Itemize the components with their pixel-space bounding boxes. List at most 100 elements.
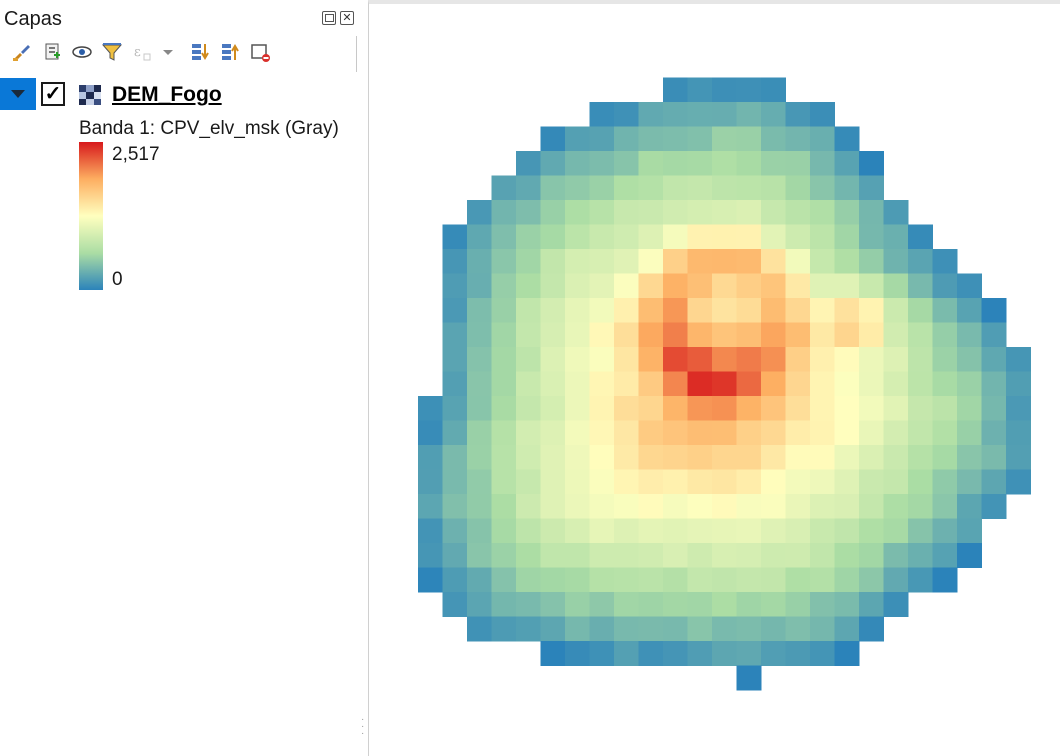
raster-cell bbox=[418, 420, 443, 446]
raster-cell bbox=[614, 347, 639, 372]
raster-cell bbox=[712, 102, 737, 127]
raster-cell bbox=[834, 518, 860, 544]
remove-layer-icon[interactable] bbox=[248, 40, 272, 64]
raster-cell bbox=[932, 494, 958, 519]
raster-cell bbox=[614, 396, 639, 421]
raster-cell bbox=[467, 592, 492, 617]
expand-toggle[interactable] bbox=[0, 78, 36, 110]
raster-cell bbox=[638, 592, 664, 617]
expand-all-icon[interactable] bbox=[188, 40, 212, 64]
raster-cell bbox=[1006, 445, 1031, 470]
map-canvas[interactable] bbox=[368, 0, 1060, 756]
raster-cell bbox=[491, 420, 517, 446]
raster-cell bbox=[467, 567, 492, 593]
raster-cell bbox=[712, 543, 737, 568]
raster-cell bbox=[761, 445, 786, 470]
raster-cell bbox=[834, 273, 860, 299]
raster-cell bbox=[687, 543, 713, 568]
raster-cell bbox=[589, 494, 615, 519]
raster-cell bbox=[614, 494, 639, 519]
raster-cell bbox=[687, 77, 713, 103]
raster-cell bbox=[712, 77, 737, 103]
raster-cell bbox=[761, 592, 786, 617]
raster-cell bbox=[467, 224, 492, 250]
layer-name[interactable]: DEM_Fogo bbox=[112, 83, 222, 106]
map-themes-eye-icon[interactable] bbox=[70, 40, 94, 64]
raster-cell bbox=[663, 518, 688, 544]
raster-cell bbox=[834, 641, 860, 666]
raster-cell bbox=[712, 518, 737, 544]
style-manager-icon[interactable] bbox=[10, 40, 34, 64]
raster-cell bbox=[761, 371, 786, 397]
collapse-all-icon[interactable] bbox=[218, 40, 242, 64]
raster-cell bbox=[883, 200, 909, 225]
raster-cell bbox=[761, 151, 786, 176]
raster-cell bbox=[736, 396, 762, 421]
raster-cell bbox=[785, 641, 811, 666]
raster-cell bbox=[785, 567, 811, 593]
raster-cell bbox=[761, 224, 786, 250]
filter-legend-icon[interactable] bbox=[100, 40, 124, 64]
raster-cell bbox=[442, 518, 468, 544]
raster-cell bbox=[761, 494, 786, 519]
raster-cell bbox=[589, 347, 615, 372]
raster-cell bbox=[1006, 371, 1031, 397]
raster-cell bbox=[712, 494, 737, 519]
raster-cell bbox=[442, 396, 468, 421]
raster-cell bbox=[883, 249, 909, 274]
raster-cell bbox=[908, 469, 933, 495]
raster-cell bbox=[785, 469, 811, 495]
layer-tree: ✓ DEM_Fogo Banda 1: CPV_elv_msk (Gray) bbox=[0, 72, 357, 756]
raster-cell bbox=[883, 469, 909, 495]
layer-visibility-checkbox[interactable]: ✓ bbox=[41, 82, 65, 106]
raster-cell bbox=[883, 396, 909, 421]
float-icon[interactable] bbox=[322, 11, 336, 25]
raster-cell bbox=[687, 249, 713, 274]
raster-cell bbox=[442, 273, 468, 299]
raster-cell bbox=[1006, 469, 1031, 495]
raster-cell bbox=[565, 200, 590, 225]
raster-cell bbox=[442, 494, 468, 519]
raster-cell bbox=[589, 445, 615, 470]
raster-cell bbox=[785, 249, 811, 274]
raster-cell bbox=[663, 126, 688, 152]
dropdown-arrow-icon[interactable] bbox=[156, 40, 180, 64]
close-icon[interactable]: ✕ bbox=[340, 11, 354, 25]
raster-cell bbox=[785, 371, 811, 397]
raster-cell bbox=[712, 347, 737, 372]
raster-cell bbox=[516, 469, 541, 495]
layer-row-dem-fogo[interactable]: ✓ DEM_Fogo bbox=[0, 78, 357, 110]
raster-cell bbox=[614, 102, 639, 127]
panel-splitter-grip[interactable]: · · · bbox=[361, 714, 365, 739]
raster-cell bbox=[957, 371, 982, 397]
raster-cell bbox=[638, 469, 664, 495]
raster-cell bbox=[761, 469, 786, 495]
svg-text:ε: ε bbox=[134, 45, 141, 60]
raster-cell bbox=[736, 77, 762, 103]
raster-cell bbox=[785, 200, 811, 225]
raster-cell bbox=[834, 249, 860, 274]
raster-cell bbox=[908, 273, 933, 299]
expression-filter-icon[interactable]: ε bbox=[130, 40, 154, 64]
raster-cell bbox=[442, 298, 468, 323]
raster-cell bbox=[981, 298, 1007, 323]
raster-cell bbox=[810, 518, 835, 544]
raster-cell bbox=[785, 420, 811, 446]
raster-cell bbox=[540, 200, 566, 225]
color-ramp-legend bbox=[79, 142, 103, 290]
raster-cell bbox=[589, 469, 615, 495]
add-group-icon[interactable] bbox=[40, 40, 64, 64]
raster-cell bbox=[908, 494, 933, 519]
raster-cell bbox=[810, 126, 835, 152]
raster-cell bbox=[908, 518, 933, 544]
raster-cell bbox=[957, 322, 982, 348]
raster-cell bbox=[908, 396, 933, 421]
raster-cell bbox=[589, 151, 615, 176]
raster-cell bbox=[467, 420, 492, 446]
raster-cell bbox=[589, 126, 615, 152]
raster-cell bbox=[834, 200, 860, 225]
raster-cell bbox=[785, 518, 811, 544]
raster-cell bbox=[883, 298, 909, 323]
raster-cell bbox=[834, 151, 860, 176]
raster-cell bbox=[638, 102, 664, 127]
